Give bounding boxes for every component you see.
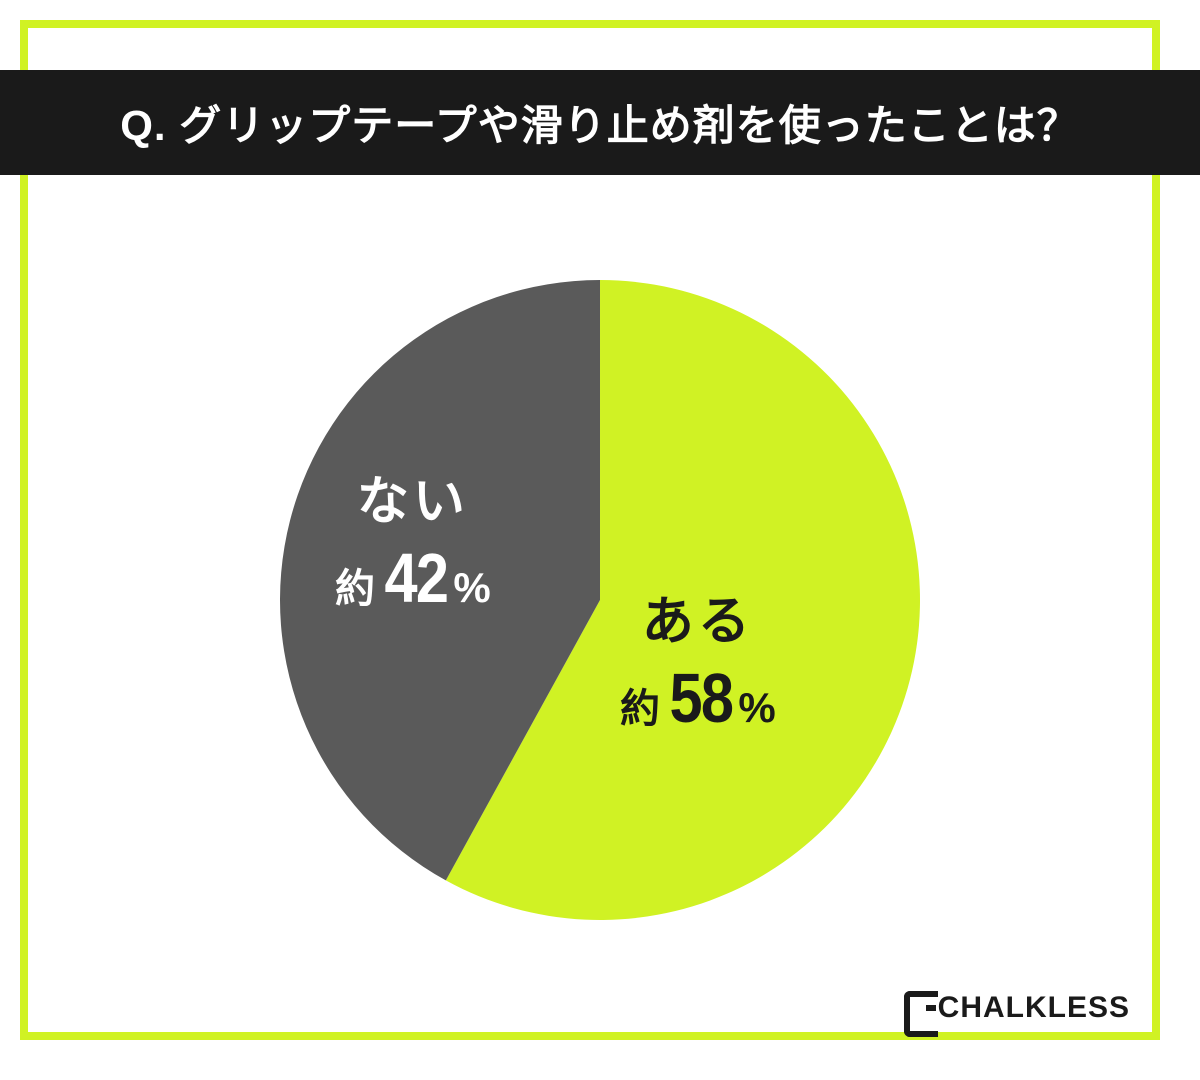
slice-label-aru: ある 約 58% xyxy=(620,590,776,743)
slice-name-nai: ない xyxy=(335,470,491,535)
slice-approx-aru: 約 xyxy=(620,687,660,731)
slice-pct-aru: % xyxy=(738,684,775,731)
pie-wrap: ある 約 58% ない 約 42% xyxy=(280,280,920,920)
pie-chart: ある 約 58% ない 約 42% xyxy=(0,200,1200,1000)
brand-text: CHALKLESS xyxy=(938,991,1130,1025)
slice-value-nai: 42 xyxy=(385,535,448,623)
brand-mark-icon xyxy=(904,991,932,1025)
slice-pct-nai: % xyxy=(453,564,490,611)
question-title: Q. グリップテープや滑り止め剤を使ったことは？ xyxy=(0,70,1200,175)
slice-approx-nai: 約 xyxy=(335,567,375,611)
slice-name-aru: ある xyxy=(620,590,776,655)
slice-value-aru: 58 xyxy=(670,655,733,743)
slice-label-nai: ない 約 42% xyxy=(335,470,491,623)
brand-logo: CHALKLESS xyxy=(904,991,1130,1025)
